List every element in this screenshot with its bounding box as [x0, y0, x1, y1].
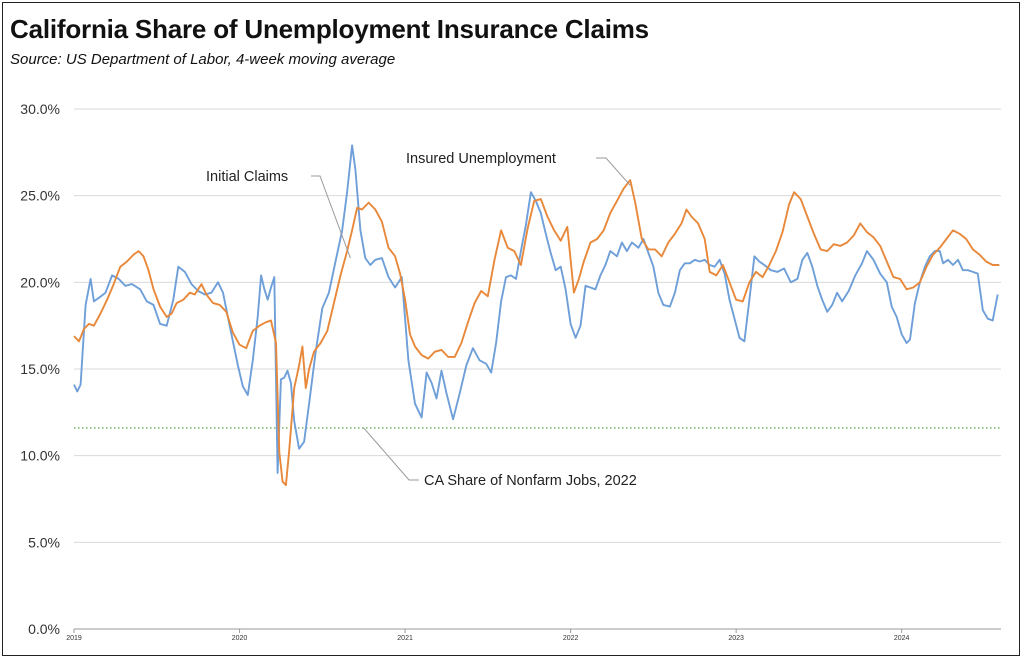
- x-tick-label: 2024: [894, 635, 910, 642]
- series-line-insured-unemployment: [73, 179, 1000, 487]
- annotation-initial-claims: Initial Claims: [206, 169, 288, 185]
- y-tick-label: 5.0%: [28, 534, 60, 550]
- x-tick-label: 2022: [563, 635, 579, 642]
- y-tick-label: 20.0%: [20, 274, 60, 290]
- x-tick-label: 2021: [397, 635, 413, 642]
- gridlines: [74, 108, 1001, 543]
- y-tick-label: 25.0%: [20, 188, 60, 204]
- leader-line-insured-unemployment: [596, 157, 631, 186]
- x-axis: 2019 2020 2021 2022 2023 2024: [66, 628, 1001, 642]
- x-tick-label: 2020: [232, 635, 248, 642]
- x-tick-label: 2023: [728, 635, 744, 642]
- annotation-ca-share-nonfarm-jobs: CA Share of Nonfarm Jobs, 2022: [424, 473, 637, 489]
- y-tick-label: 30.0%: [20, 101, 60, 117]
- y-axis-ticks: 0.0% 5.0% 10.0% 15.0% 20.0% 25.0% 30.0%: [20, 101, 60, 637]
- y-tick-label: 15.0%: [20, 361, 60, 377]
- series-line-initial-claims: [73, 144, 999, 474]
- chart-title: California Share of Unemployment Insuran…: [10, 14, 649, 44]
- x-tick-label: 2019: [66, 635, 82, 642]
- series-lines: [73, 144, 1000, 487]
- leader-line-ca-share: [363, 427, 419, 481]
- chart-subtitle: Source: US Department of Labor, 4-week m…: [10, 51, 396, 68]
- annotation-insured-unemployment: Insured Unemployment: [406, 151, 556, 167]
- leader-line-initial-claims: [311, 175, 351, 259]
- annotations: Initial Claims Insured Unemployment CA Sha…: [206, 151, 637, 489]
- y-tick-label: 10.0%: [20, 448, 60, 464]
- y-tick-label: 0.0%: [28, 621, 60, 637]
